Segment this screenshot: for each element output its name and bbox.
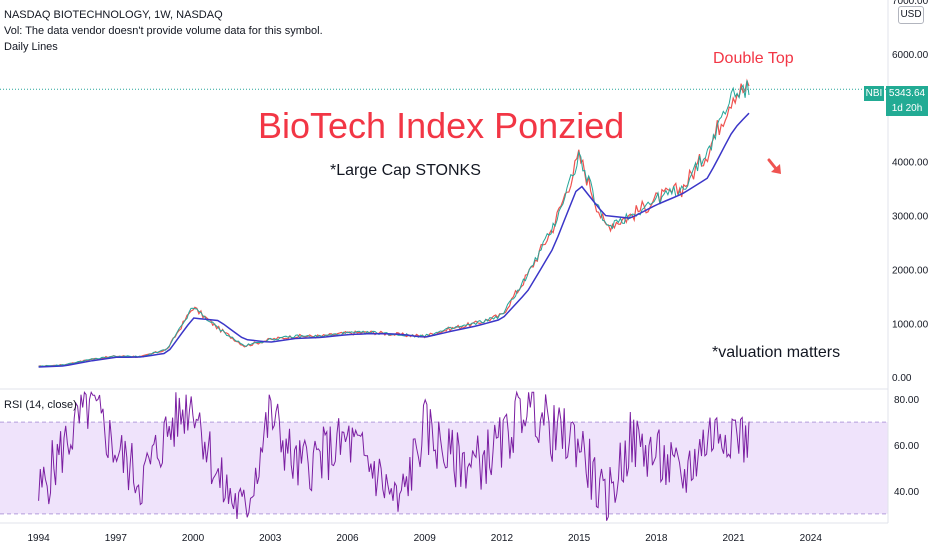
price-tick-label: 6000.00 [892, 50, 929, 61]
currency-button[interactable]: USD [898, 6, 924, 24]
rsi-line [38, 390, 750, 521]
rsi-tick-label: 80.00 [894, 395, 919, 406]
price-tick-label: 3000.00 [892, 212, 929, 223]
time-tick-label: 2009 [414, 533, 437, 544]
title-annotation: BioTech Index Ponzied [258, 105, 625, 146]
overlay-label: Daily Lines [4, 41, 58, 53]
time-tick-label: 1994 [27, 533, 50, 544]
countdown-badge: 1d 20h [886, 101, 928, 116]
time-tick-label: 2012 [491, 533, 514, 544]
time-tick-label: 2024 [800, 533, 823, 544]
rsi-title: RSI (14, close) [4, 399, 77, 411]
price-tick-label: 7000.00 [892, 0, 929, 7]
price-tick-label: 4000.00 [892, 158, 929, 169]
chart-title: NASDAQ BIOTECHNOLOGY, 1W, NASDAQ [4, 9, 223, 21]
symbol-badge: NBI [864, 86, 884, 101]
price-tick-label: 0.00 [892, 373, 912, 384]
last-price-badge: 5343.64 [886, 86, 928, 101]
time-tick-label: 2003 [259, 533, 282, 544]
moving-average-line [38, 112, 750, 368]
time-tick-label: 2000 [182, 533, 205, 544]
rsi-tick-label: 60.00 [894, 441, 919, 452]
down-arrow-icon [767, 158, 781, 174]
subtitle-annotation: *Large Cap STONKS [330, 162, 481, 179]
time-tick-label: 2018 [645, 533, 668, 544]
time-tick-label: 1997 [105, 533, 128, 544]
time-tick-label: 2015 [568, 533, 591, 544]
rsi-tick-label: 40.00 [894, 487, 919, 498]
time-tick-label: 2006 [336, 533, 359, 544]
price-pane [0, 78, 888, 476]
price-tick-label: 1000.00 [892, 319, 929, 330]
rsi-pane: RSI (14, close) [0, 390, 888, 521]
double-top-annotation: Double Top [713, 50, 794, 67]
time-tick-label: 2021 [722, 533, 745, 544]
price-tick-label: 2000.00 [892, 265, 929, 276]
valuation-annotation: *valuation matters [712, 344, 841, 361]
volume-note: Vol: The data vendor doesn't provide vol… [4, 25, 323, 37]
